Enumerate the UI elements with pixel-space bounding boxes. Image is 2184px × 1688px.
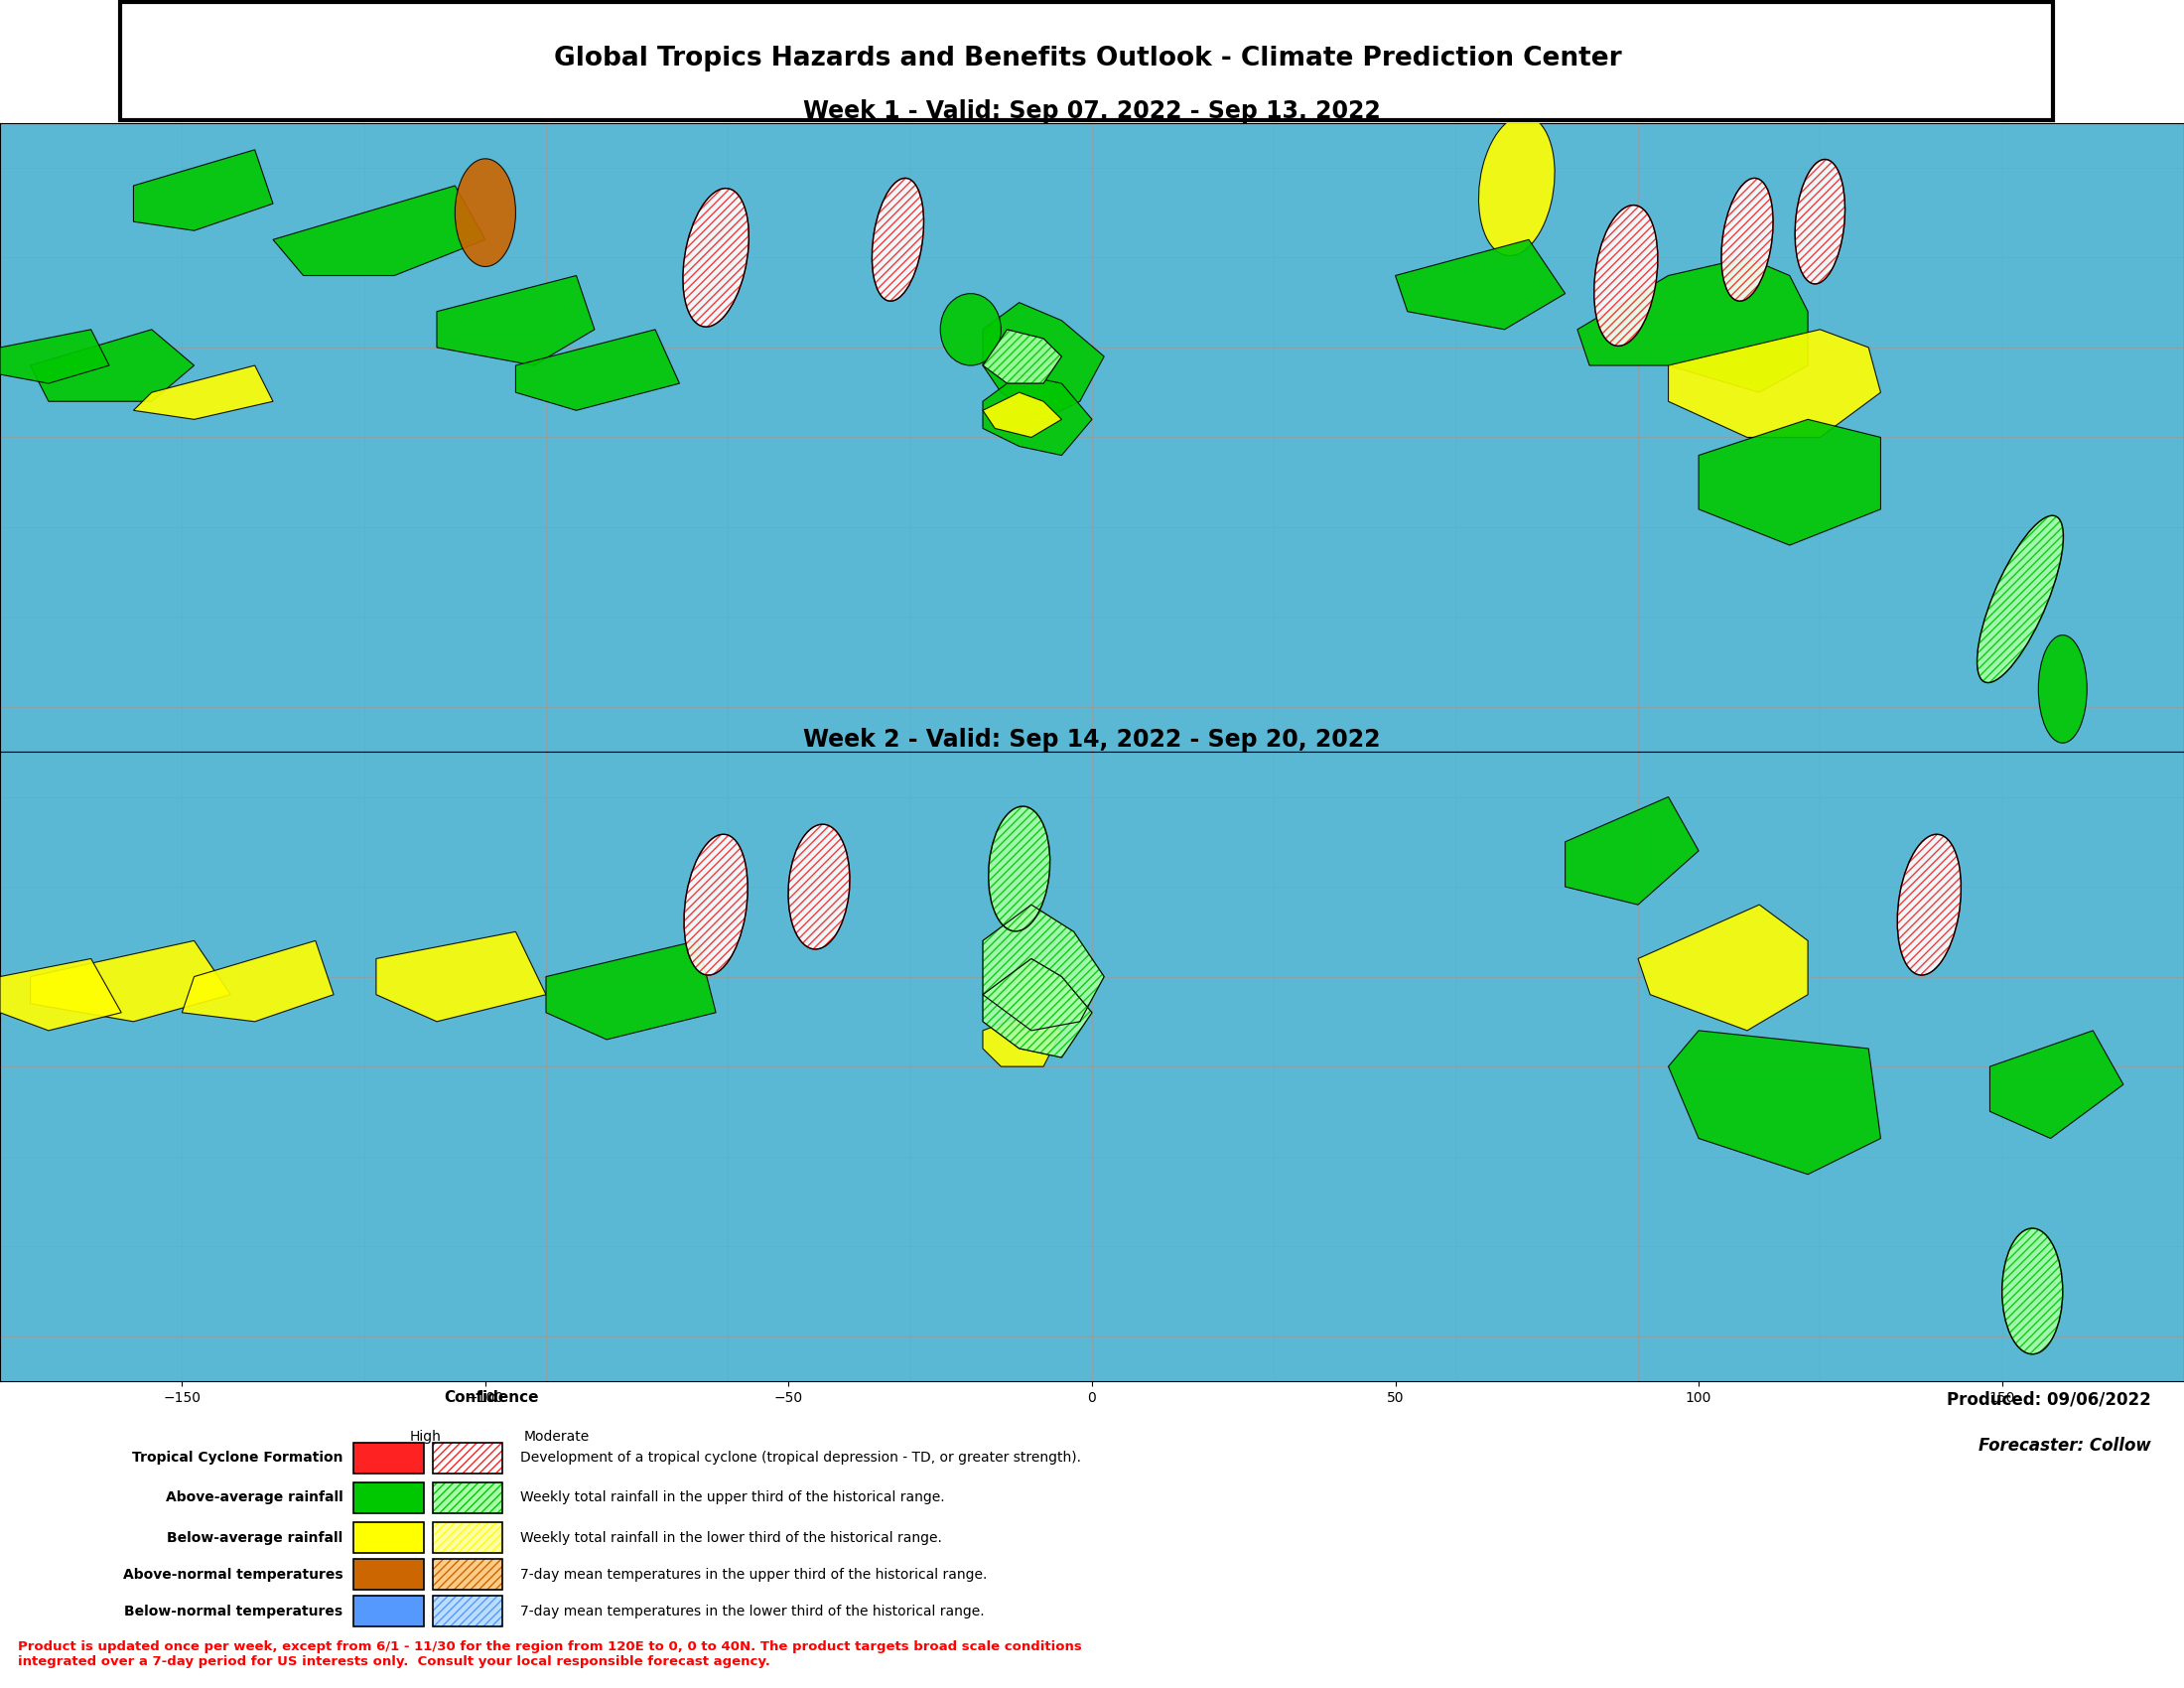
Ellipse shape [989,807,1051,932]
Polygon shape [133,150,273,231]
Ellipse shape [788,824,850,949]
Title: Week 1 - Valid: Sep 07, 2022 - Sep 13, 2022: Week 1 - Valid: Sep 07, 2022 - Sep 13, 2… [804,100,1380,123]
Text: Below-normal temperatures: Below-normal temperatures [124,1604,343,1619]
FancyBboxPatch shape [354,1523,424,1553]
Polygon shape [983,329,1061,383]
Polygon shape [983,1013,1061,1067]
Polygon shape [181,940,334,1021]
FancyBboxPatch shape [432,1560,502,1590]
Polygon shape [1577,258,1808,392]
Polygon shape [1566,797,1699,905]
Ellipse shape [1721,179,1773,300]
Polygon shape [273,186,485,275]
Text: Forecaster: Collow: Forecaster: Collow [1979,1436,2151,1453]
Text: Global Tropics Hazards and Benefits Outlook - Climate Prediction Center: Global Tropics Hazards and Benefits Outl… [555,46,1621,73]
Polygon shape [0,329,109,383]
Polygon shape [515,329,679,410]
Polygon shape [1669,329,1880,437]
FancyBboxPatch shape [432,1595,502,1627]
FancyBboxPatch shape [432,1482,502,1512]
FancyBboxPatch shape [354,1482,424,1512]
Text: 7-day mean temperatures in the upper third of the historical range.: 7-day mean temperatures in the upper thi… [520,1568,987,1582]
Text: Weekly total rainfall in the lower third of the historical range.: Weekly total rainfall in the lower third… [520,1531,941,1545]
Ellipse shape [454,159,515,267]
Text: Confidence: Confidence [443,1391,539,1404]
Polygon shape [376,932,546,1021]
FancyBboxPatch shape [354,1595,424,1627]
FancyBboxPatch shape [432,1443,502,1474]
Text: Moderate: Moderate [524,1430,590,1445]
FancyBboxPatch shape [354,1560,424,1590]
Polygon shape [983,959,1092,1057]
Ellipse shape [2003,1229,2062,1354]
Polygon shape [1699,419,1880,545]
Ellipse shape [1479,116,1555,255]
Polygon shape [983,905,1105,1031]
Text: High: High [411,1430,441,1445]
Text: Tropical Cyclone Formation: Tropical Cyclone Formation [131,1452,343,1465]
Polygon shape [1638,905,1808,1031]
Polygon shape [0,959,122,1031]
Text: 7-day mean temperatures in the lower third of the historical range.: 7-day mean temperatures in the lower thi… [520,1604,985,1619]
Polygon shape [1396,240,1566,329]
Polygon shape [31,940,232,1021]
Ellipse shape [684,189,749,327]
Title: Week 2 - Valid: Sep 14, 2022 - Sep 20, 2022: Week 2 - Valid: Sep 14, 2022 - Sep 20, 2… [804,728,1380,751]
Ellipse shape [1977,515,2064,682]
Ellipse shape [684,834,747,976]
Ellipse shape [941,294,1000,365]
Text: Development of a tropical cyclone (tropical depression - TD, or greater strength: Development of a tropical cyclone (tropi… [520,1452,1081,1465]
FancyBboxPatch shape [354,1443,424,1474]
Ellipse shape [2038,635,2088,743]
Text: Product is updated once per week, except from 6/1 - 11/30 for the region from 12: Product is updated once per week, except… [17,1641,1081,1668]
Ellipse shape [1594,206,1658,346]
Text: Weekly total rainfall in the upper third of the historical range.: Weekly total rainfall in the upper third… [520,1491,943,1504]
Ellipse shape [1795,159,1845,284]
Polygon shape [1990,1031,2123,1138]
Polygon shape [983,375,1092,456]
Polygon shape [983,302,1105,419]
Text: Above-average rainfall: Above-average rainfall [166,1491,343,1504]
Polygon shape [1669,1031,1880,1175]
Polygon shape [133,365,273,419]
FancyBboxPatch shape [432,1523,502,1553]
Text: Below-average rainfall: Below-average rainfall [166,1531,343,1545]
Ellipse shape [871,179,924,300]
Text: Above-normal temperatures: Above-normal temperatures [122,1568,343,1582]
Polygon shape [546,940,716,1040]
Polygon shape [31,329,194,402]
Polygon shape [437,275,594,365]
Polygon shape [983,392,1061,437]
Bar [120,2,2053,120]
Text: Produced: 09/06/2022: Produced: 09/06/2022 [1946,1391,2151,1408]
Ellipse shape [1898,834,1961,976]
